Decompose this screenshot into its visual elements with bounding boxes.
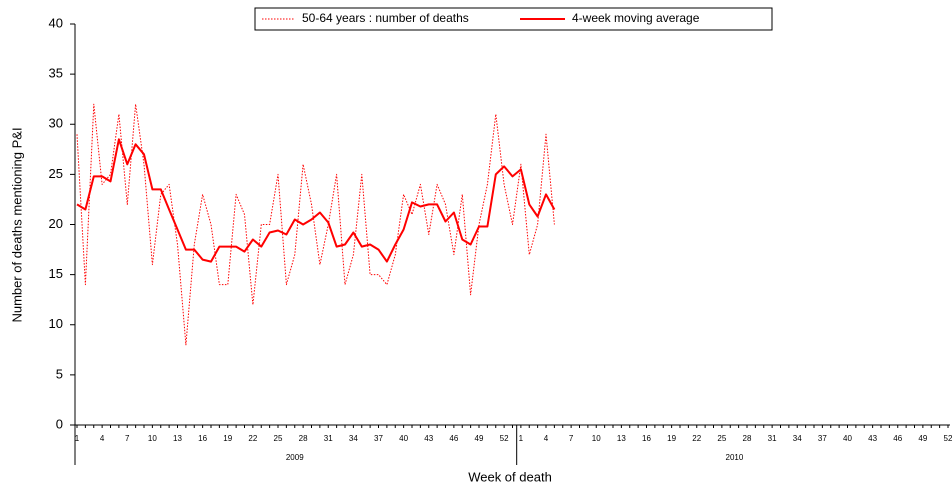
x-tick-label: 52 [500, 434, 509, 443]
x-tick-label: 28 [743, 434, 752, 443]
x-tick-label: 25 [717, 434, 726, 443]
x-tick-label: 22 [248, 434, 257, 443]
y-tick-label: 5 [56, 366, 63, 381]
y-tick-label: 40 [49, 15, 63, 30]
group-label: 2009 [286, 453, 304, 462]
group-label: 2010 [726, 453, 744, 462]
x-tick-label: 46 [449, 434, 458, 443]
legend-box [254, 7, 773, 31]
x-tick-label: 34 [349, 434, 358, 443]
y-tick-label: 25 [49, 166, 63, 181]
x-tick-label: 4 [544, 434, 549, 443]
x-tick-label: 49 [475, 434, 484, 443]
x-tick-label: 19 [223, 434, 232, 443]
x-tick-label: 34 [793, 434, 802, 443]
x-tick-label: 16 [198, 434, 207, 443]
x-tick-label: 4 [100, 434, 105, 443]
x-tick-label: 40 [399, 434, 408, 443]
x-tick-label: 31 [324, 434, 333, 443]
y-tick-label: 10 [49, 316, 63, 331]
x-tick-label: 13 [173, 434, 182, 443]
y-tick-label: 15 [49, 266, 63, 281]
legend-label: 50-64 years : number of deaths [302, 11, 469, 25]
x-tick-label: 49 [918, 434, 927, 443]
x-tick-label: 40 [843, 434, 852, 443]
y-tick-label: 35 [49, 66, 63, 81]
x-tick-label: 19 [667, 434, 676, 443]
y-axis-title: Number of deaths mentioning P&I [9, 127, 24, 322]
x-tick-label: 31 [768, 434, 777, 443]
x-tick-label: 7 [125, 434, 130, 443]
x-tick-label: 43 [424, 434, 433, 443]
x-tick-label: 28 [299, 434, 308, 443]
x-tick-label: 37 [818, 434, 827, 443]
x-tick-label: 22 [692, 434, 701, 443]
y-tick-label: 0 [56, 416, 63, 431]
series-line [76, 103, 555, 346]
y-tick-label: 20 [49, 216, 63, 231]
x-tick-label: 13 [617, 434, 626, 443]
x-tick-label: 43 [868, 434, 877, 443]
x-tick-label: 46 [893, 434, 902, 443]
x-tick-label: 7 [569, 434, 574, 443]
x-tick-label: 10 [592, 434, 601, 443]
legend-label: 4-week moving average [572, 11, 700, 25]
x-tick-label: 10 [148, 434, 157, 443]
y-tick-label: 30 [49, 116, 63, 131]
x-axis-title: Week of death [468, 469, 552, 484]
series-line [76, 138, 556, 263]
x-tick-label: 37 [374, 434, 383, 443]
x-tick-label: 1 [75, 434, 80, 443]
x-tick-label: 52 [944, 434, 952, 443]
x-tick-label: 16 [642, 434, 651, 443]
x-tick-label: 25 [274, 434, 283, 443]
x-tick-label: 1 [519, 434, 524, 443]
